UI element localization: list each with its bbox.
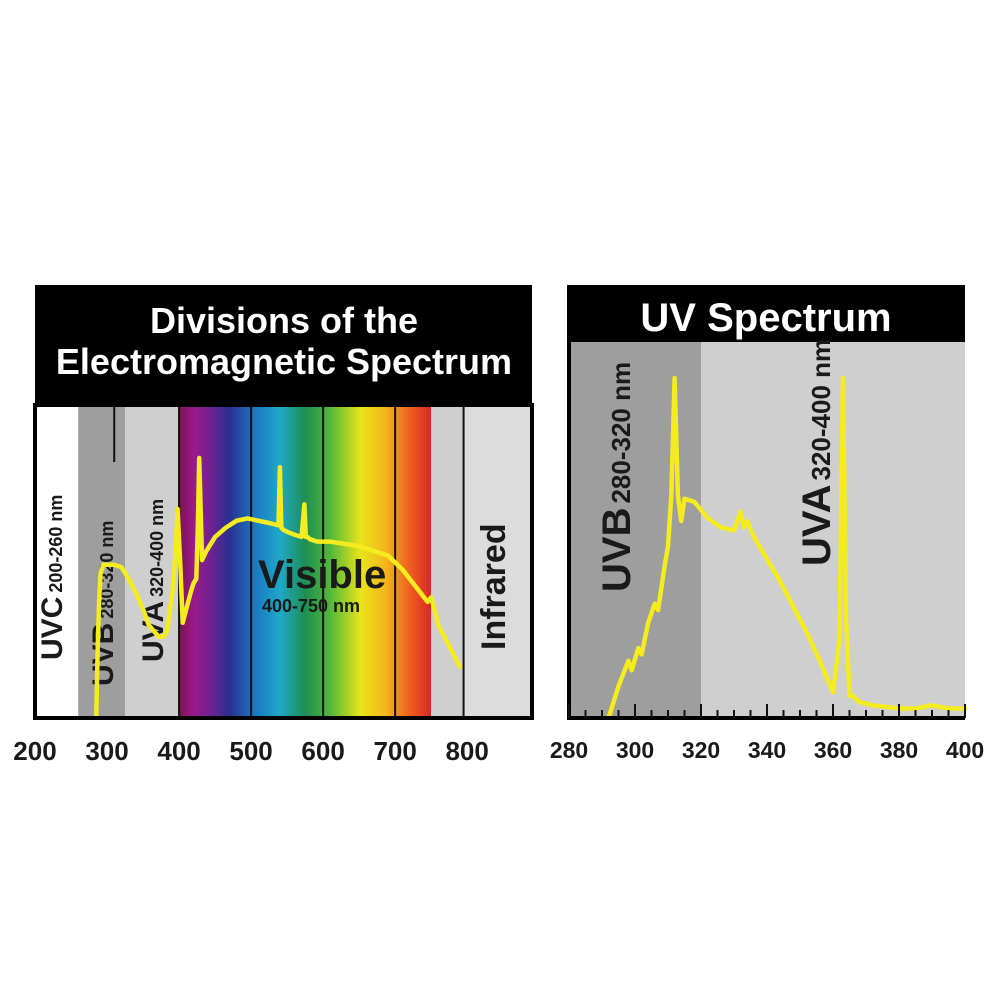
em-region-label-uva-range: 320-400 nm — [147, 499, 167, 597]
em-region-label-uvc-name: UVC — [36, 597, 69, 660]
uv-title-banner — [567, 285, 965, 342]
uv-x-tick-label: 300 — [616, 737, 654, 763]
em-chart-title-line2: Electromagnetic Spectrum — [56, 341, 512, 382]
em-series-line — [93, 455, 463, 721]
em-region-label-uvb: UVB 280-320 nm — [87, 521, 120, 686]
em-x-tick-label: 300 — [85, 736, 128, 766]
em-x-tick-label: 400 — [157, 736, 200, 766]
em-chart-title-line1: Divisions of the — [150, 300, 418, 341]
em-spectrum-chart: Divisions of the Electromagnetic Spectru… — [13, 285, 534, 766]
uv-region-labels: UVB 280-320 nm UVA 320-400 nm — [595, 339, 839, 592]
em-region-band-visible — [179, 405, 432, 718]
em-plot-frame — [33, 403, 534, 720]
uv-region-label-uva: UVA 320-400 nm — [795, 339, 839, 566]
em-region-band-uvb — [78, 405, 126, 718]
uv-region-band-uva — [701, 342, 965, 718]
em-region-label-uvb-range: 280-320 nm — [97, 521, 117, 619]
uv-x-tick-label: 380 — [880, 737, 918, 763]
uv-region-label-uva-range: 320-400 nm — [806, 339, 836, 481]
em-x-axis: 200 300 400 500 600 700 800 — [13, 736, 489, 766]
em-region-band-infrared — [463, 405, 532, 718]
uv-region-label-uva-name: UVA — [795, 485, 839, 566]
em-region-label-uvb-name: UVB — [87, 623, 120, 686]
uv-region-bands — [569, 342, 965, 718]
em-x-tick-label: 200 — [13, 736, 56, 766]
uv-x-tick-label: 360 — [814, 737, 852, 763]
uv-region-label-uvb: UVB 280-320 nm — [595, 362, 639, 592]
em-series-group — [93, 455, 463, 721]
em-region-label-infrared-name: Infrared — [475, 523, 513, 650]
uv-chart-title: UV Spectrum — [640, 296, 891, 340]
uv-x-tick-label: 400 — [946, 737, 984, 763]
uv-series-line — [606, 375, 968, 721]
em-region-band-near-ir-edge — [431, 405, 464, 718]
uv-region-label-uvb-name: UVB — [595, 508, 639, 592]
em-x-tick-label: 600 — [301, 736, 344, 766]
em-region-label-uvc: UVC 200-260 nm — [36, 495, 69, 660]
uv-x-tick-label: 320 — [682, 737, 720, 763]
uv-x-axis: 280 300 320 340 360 380 400 — [550, 704, 984, 763]
uv-x-tick-label: 340 — [748, 737, 786, 763]
uv-spectrum-chart: UV Spectrum UVB 280-320 nm UVA 320-400 nm 2… — [550, 285, 984, 763]
em-region-label-uvc-range: 200-260 nm — [46, 495, 66, 593]
em-region-label-infrared: Infrared — [475, 523, 513, 650]
em-region-label-visible: Visible — [258, 553, 386, 597]
uv-region-label-uvb-range: 280-320 nm — [606, 362, 636, 504]
em-region-label-visible-range: 400-750 nm — [262, 596, 360, 616]
em-x-tick-label: 800 — [445, 736, 488, 766]
uv-x-tick-label: 280 — [550, 737, 588, 763]
em-region-band-uva — [125, 405, 180, 718]
em-region-bands — [35, 405, 532, 718]
uv-series-group — [606, 375, 968, 721]
em-title-banner — [35, 285, 532, 405]
em-x-tick-label: 500 — [229, 736, 272, 766]
em-x-tick-label: 700 — [373, 736, 416, 766]
em-region-band-uvc — [35, 405, 79, 718]
